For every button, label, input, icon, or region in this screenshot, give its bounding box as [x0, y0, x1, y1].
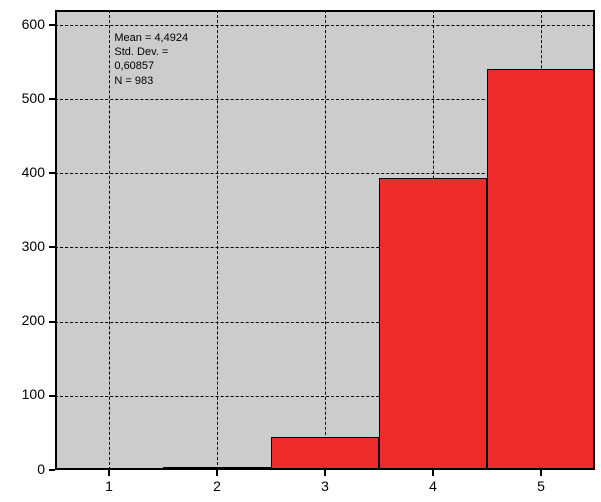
chart-container: Mean = 4,4924Std. Dev. =0,60857N = 983 0…	[0, 0, 601, 502]
y-tick	[49, 321, 55, 323]
x-tick-label: 3	[321, 478, 329, 494]
stats-line: Std. Dev. =	[114, 45, 188, 59]
x-tick	[540, 470, 542, 476]
x-tick-label: 1	[105, 478, 113, 494]
y-tick-label: 600	[22, 16, 45, 32]
y-tick-label: 100	[22, 386, 45, 402]
y-tick	[49, 24, 55, 26]
x-tick	[432, 470, 434, 476]
stats-box: Mean = 4,4924Std. Dev. =0,60857N = 983	[114, 31, 188, 88]
gridline-v	[109, 10, 110, 470]
stats-line: N = 983	[114, 74, 188, 88]
bar	[487, 69, 595, 470]
y-tick-label: 300	[22, 238, 45, 254]
x-tick-label: 2	[213, 478, 221, 494]
x-tick	[324, 470, 326, 476]
y-tick-label: 500	[22, 90, 45, 106]
y-tick-label: 0	[37, 461, 45, 477]
x-tick-label: 4	[429, 478, 437, 494]
stats-line: Mean = 4,4924	[114, 31, 188, 45]
bar	[271, 437, 379, 470]
y-tick-label: 200	[22, 312, 45, 328]
x-tick	[108, 470, 110, 476]
stats-line: 0,60857	[114, 59, 188, 73]
y-tick	[49, 246, 55, 248]
x-tick	[216, 470, 218, 476]
y-tick-label: 400	[22, 164, 45, 180]
y-tick	[49, 172, 55, 174]
y-tick	[49, 98, 55, 100]
bar	[379, 178, 487, 470]
gridline-v	[217, 10, 218, 470]
y-tick	[49, 395, 55, 397]
gridline-v	[325, 10, 326, 470]
x-tick-label: 5	[537, 478, 545, 494]
y-tick	[49, 469, 55, 471]
